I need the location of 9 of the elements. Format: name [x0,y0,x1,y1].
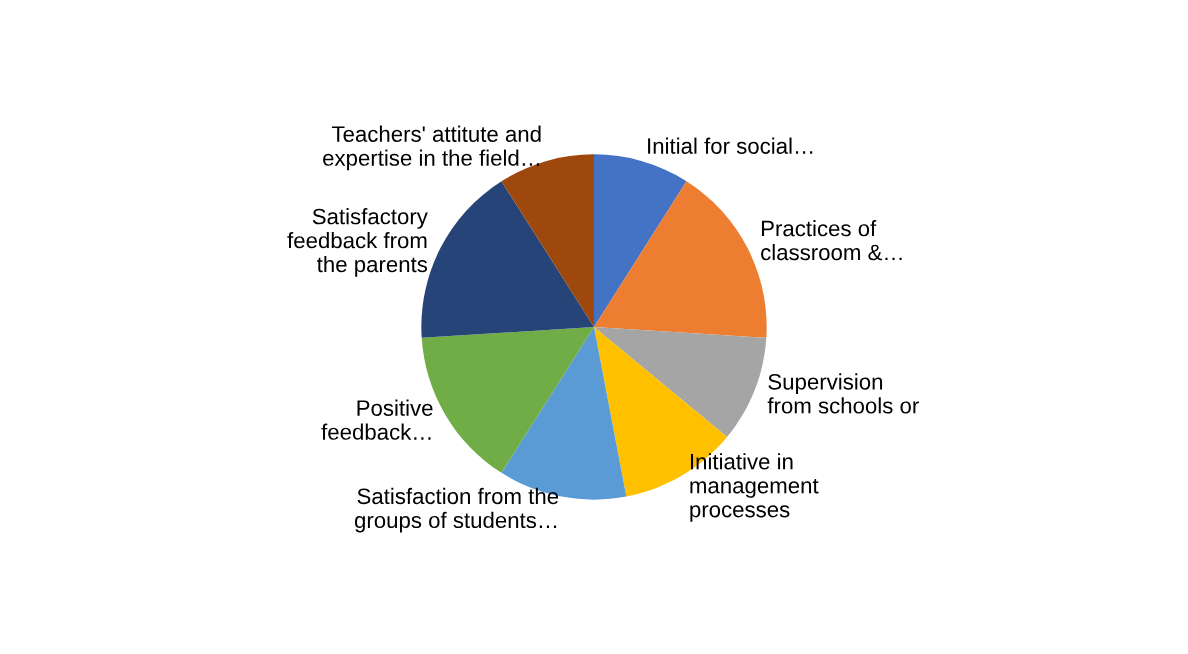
slice-label: Initial for social… [648,137,813,154]
slice-label: Supervision from schools or [767,373,919,414]
slice-label: Satisfactory feedback from the parents [287,208,428,277]
slice-label: Teachers' attitute and expertise in the field… [323,125,541,171]
slice-label: Positive feedback… [321,399,433,440]
pie-slice [594,154,687,327]
pie-slice [594,327,767,438]
slice-label: Satisfaction from the groups of students… [354,487,559,533]
slice-label: Practices of classroom &… [761,220,902,261]
